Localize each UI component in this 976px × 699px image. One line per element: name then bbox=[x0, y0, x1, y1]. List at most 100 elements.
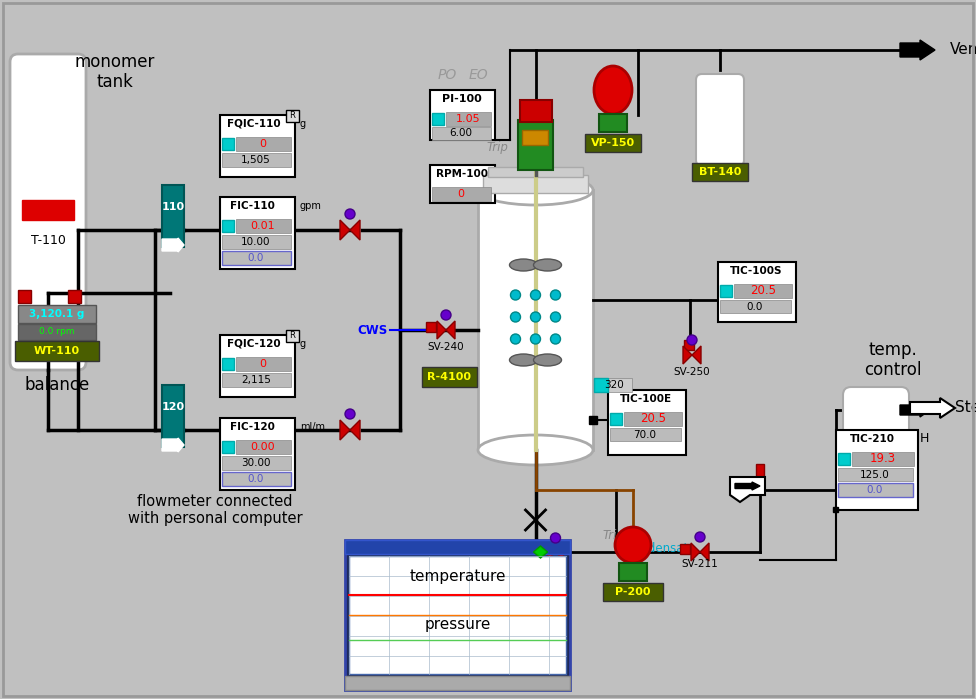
Polygon shape bbox=[910, 398, 955, 418]
FancyArrow shape bbox=[900, 403, 930, 417]
Bar bbox=[610, 413, 622, 425]
Bar bbox=[220, 418, 295, 490]
Bar bbox=[522, 130, 548, 145]
Bar bbox=[222, 441, 234, 453]
Bar bbox=[345, 676, 570, 690]
Bar bbox=[220, 335, 295, 397]
Circle shape bbox=[550, 334, 560, 344]
Bar bbox=[483, 175, 588, 193]
Bar bbox=[286, 110, 299, 122]
Polygon shape bbox=[340, 420, 350, 440]
Bar bbox=[852, 452, 914, 466]
Ellipse shape bbox=[594, 66, 632, 114]
Text: FIC-120: FIC-120 bbox=[229, 422, 274, 432]
Text: Vent: Vent bbox=[950, 43, 976, 57]
Bar bbox=[220, 115, 295, 177]
Text: VP-150: VP-150 bbox=[590, 138, 635, 148]
Text: EO: EO bbox=[468, 68, 488, 82]
Text: CWS: CWS bbox=[358, 324, 388, 336]
Ellipse shape bbox=[534, 354, 561, 366]
Text: 125.0: 125.0 bbox=[860, 470, 890, 480]
Text: 0.0: 0.0 bbox=[248, 253, 264, 263]
Bar bbox=[426, 322, 436, 332]
Text: 0.0: 0.0 bbox=[248, 474, 264, 484]
Bar bbox=[222, 251, 291, 265]
Ellipse shape bbox=[478, 435, 593, 465]
Bar bbox=[430, 90, 495, 140]
Bar bbox=[718, 262, 796, 322]
Bar bbox=[520, 100, 552, 122]
Circle shape bbox=[510, 312, 520, 322]
Bar bbox=[222, 220, 234, 232]
Bar bbox=[488, 167, 583, 177]
Ellipse shape bbox=[534, 259, 561, 271]
Bar bbox=[756, 464, 764, 478]
Text: TIC-100S: TIC-100S bbox=[730, 266, 782, 276]
Bar bbox=[836, 430, 918, 510]
Text: Trip: Trip bbox=[602, 528, 624, 542]
Circle shape bbox=[531, 290, 541, 300]
Polygon shape bbox=[350, 220, 360, 240]
FancyArrow shape bbox=[735, 482, 760, 490]
Text: SV-250: SV-250 bbox=[673, 367, 711, 377]
Text: 2,115: 2,115 bbox=[241, 375, 271, 385]
Text: SV-240: SV-240 bbox=[427, 342, 465, 352]
Text: 0.00: 0.00 bbox=[251, 442, 275, 452]
Text: FIC-110: FIC-110 bbox=[229, 201, 274, 211]
Bar bbox=[222, 358, 234, 370]
Text: RPM-100: RPM-100 bbox=[436, 169, 488, 179]
Bar bbox=[162, 385, 184, 447]
Text: T-110: T-110 bbox=[30, 233, 65, 247]
Text: R: R bbox=[289, 331, 295, 340]
Text: 30.00: 30.00 bbox=[241, 458, 270, 468]
Bar bbox=[222, 456, 291, 470]
Bar bbox=[422, 367, 477, 387]
Ellipse shape bbox=[478, 175, 593, 205]
Circle shape bbox=[550, 533, 560, 543]
Text: PI-100: PI-100 bbox=[442, 94, 482, 104]
Polygon shape bbox=[548, 544, 555, 560]
Text: 1,505: 1,505 bbox=[241, 155, 271, 165]
Text: 10.00: 10.00 bbox=[241, 237, 270, 247]
Bar bbox=[236, 219, 291, 233]
Bar bbox=[720, 285, 732, 297]
Bar bbox=[222, 153, 291, 167]
Bar bbox=[833, 507, 838, 512]
Bar bbox=[597, 378, 632, 392]
Text: TIC-100E: TIC-100E bbox=[620, 394, 672, 404]
Text: 0.01: 0.01 bbox=[251, 221, 275, 231]
Polygon shape bbox=[700, 543, 709, 561]
Bar bbox=[478, 190, 593, 450]
Text: a: a bbox=[516, 138, 524, 152]
Bar bbox=[838, 483, 913, 497]
FancyArrow shape bbox=[900, 40, 935, 60]
Bar bbox=[22, 200, 74, 220]
Bar bbox=[68, 290, 81, 303]
Text: FQIC-120: FQIC-120 bbox=[227, 339, 281, 349]
FancyBboxPatch shape bbox=[696, 74, 744, 166]
Text: g: g bbox=[300, 119, 306, 129]
Text: 20.5: 20.5 bbox=[640, 412, 666, 426]
Circle shape bbox=[531, 334, 541, 344]
Bar bbox=[236, 137, 291, 151]
Text: ml/m: ml/m bbox=[300, 422, 325, 432]
Text: TIC-210: TIC-210 bbox=[849, 434, 894, 444]
Bar bbox=[236, 440, 291, 454]
Polygon shape bbox=[446, 321, 455, 339]
Text: Trip: Trip bbox=[486, 141, 508, 154]
Text: monomer
tank: monomer tank bbox=[75, 52, 155, 92]
Bar bbox=[594, 378, 608, 392]
Bar bbox=[446, 112, 491, 126]
FancyArrow shape bbox=[162, 238, 184, 252]
Text: R-4100: R-4100 bbox=[427, 372, 471, 382]
Polygon shape bbox=[692, 346, 701, 364]
Polygon shape bbox=[691, 543, 700, 561]
Text: 0: 0 bbox=[260, 359, 266, 369]
Circle shape bbox=[510, 290, 520, 300]
Text: 19.3: 19.3 bbox=[870, 452, 896, 466]
Text: Steam: Steam bbox=[955, 401, 976, 415]
Bar bbox=[734, 284, 792, 298]
Polygon shape bbox=[437, 321, 446, 339]
Circle shape bbox=[531, 312, 541, 322]
Text: pressure: pressure bbox=[425, 617, 491, 633]
